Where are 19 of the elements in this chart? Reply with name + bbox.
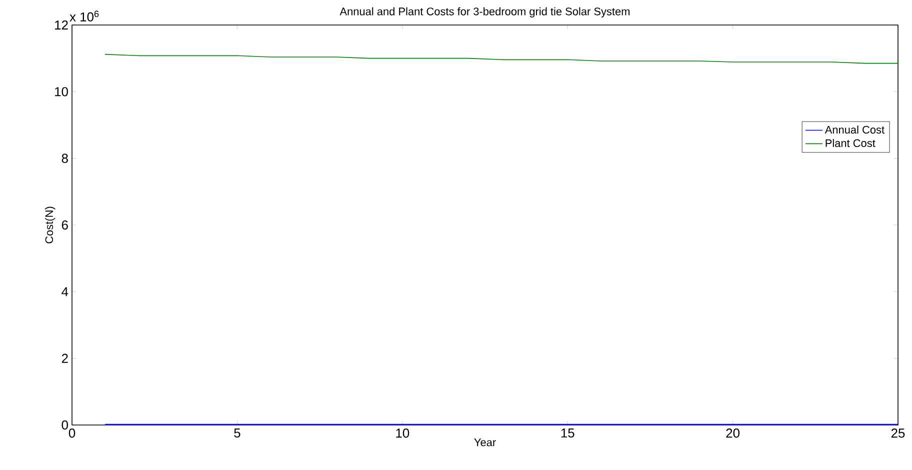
y-tick-label: 12 xyxy=(55,20,68,30)
x-tick-label: 5 xyxy=(234,428,240,438)
legend-label: Plant Cost xyxy=(826,138,876,148)
y-tick-label: 8 xyxy=(62,154,68,163)
y-axis-title: Cost(N) xyxy=(45,206,56,244)
chart-title: Annual and Plant Costs for 3-bedroom grid tie Solar System xyxy=(340,7,630,18)
x-tick-label: 15 xyxy=(561,428,574,438)
x-tick-label: 20 xyxy=(726,428,740,438)
y-tick-label: 0 xyxy=(62,420,68,430)
legend-label: Annual Cost xyxy=(824,126,884,134)
x-axis-title: Year xyxy=(474,438,496,446)
x-tick-label: 10 xyxy=(396,428,410,438)
x-tick-label: 0 xyxy=(68,428,76,438)
y-tick-label: 2 xyxy=(62,354,68,363)
x-tick-label: 25 xyxy=(891,428,905,438)
y-tick-label: 6 xyxy=(62,220,68,230)
text: x 10$^{6}$ xyxy=(70,10,99,22)
y-tick-label: 10 xyxy=(55,87,68,96)
y-tick-label: 4 xyxy=(62,287,68,296)
